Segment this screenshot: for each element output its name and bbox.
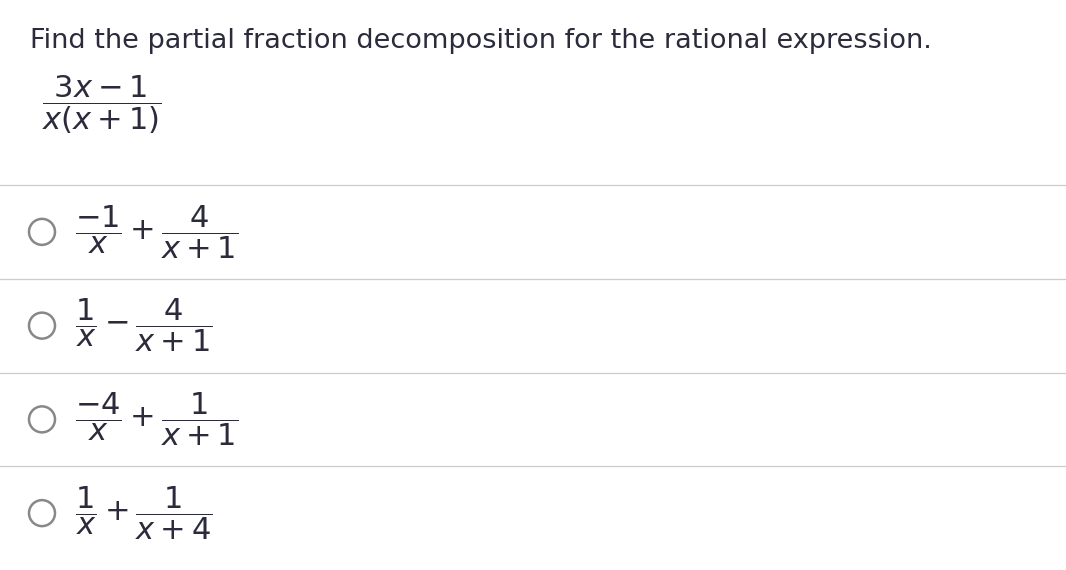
- Text: $\dfrac{3x-1}{x(x+1)}$: $\dfrac{3x-1}{x(x+1)}$: [42, 74, 162, 136]
- Text: $\dfrac{-4}{x}+\dfrac{1}{x+1}$: $\dfrac{-4}{x}+\dfrac{1}{x+1}$: [75, 390, 238, 448]
- Text: $\dfrac{1}{x}+\dfrac{1}{x+4}$: $\dfrac{1}{x}+\dfrac{1}{x+4}$: [75, 484, 212, 542]
- Text: $\dfrac{-1}{x}+\dfrac{4}{x+1}$: $\dfrac{-1}{x}+\dfrac{4}{x+1}$: [75, 203, 238, 260]
- Text: $\dfrac{1}{x}-\dfrac{4}{x+1}$: $\dfrac{1}{x}-\dfrac{4}{x+1}$: [75, 297, 212, 355]
- Text: Find the partial fraction decomposition for the rational expression.: Find the partial fraction decomposition …: [30, 28, 932, 54]
